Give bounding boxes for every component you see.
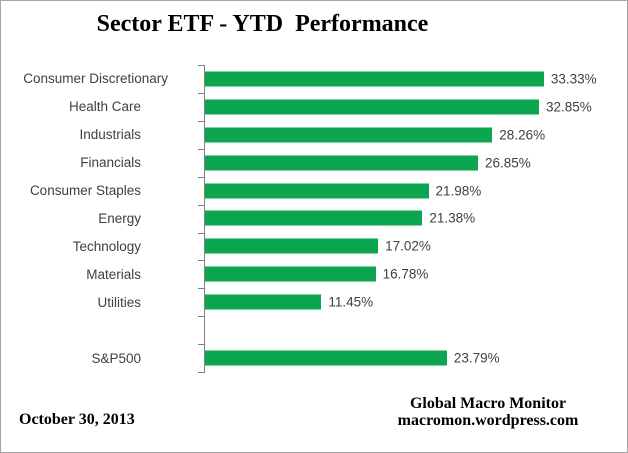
credit-line-1: Global Macro Monitor: [338, 395, 628, 412]
chart-title: Sector ETF - YTD Performance: [1, 11, 524, 38]
chart-row: Financials 26.85%: [1, 149, 628, 177]
axis-tick: [198, 149, 204, 150]
chart-row: S&P500 23.79%: [1, 344, 628, 372]
value-label: 16.78%: [383, 267, 429, 282]
value-label: 26.85%: [485, 155, 531, 170]
category-label: Industrials: [1, 127, 197, 142]
value-label: 23.79%: [454, 351, 500, 366]
axis-tick: [198, 288, 204, 289]
axis-tick: [198, 316, 204, 317]
axis-tick: [198, 177, 204, 178]
value-label: 32.85%: [546, 99, 592, 114]
chart-row: Materials 16.78%: [1, 260, 628, 288]
credit-line-2: macromon.wordpress.com: [338, 412, 628, 429]
bar: [205, 239, 378, 254]
footer-credit: Global Macro Monitor macromon.wordpress.…: [338, 395, 628, 429]
axis-tick: [198, 93, 204, 94]
axis-tick: [198, 65, 204, 66]
category-label: Technology: [1, 239, 197, 254]
footer-date: October 30, 2013: [19, 411, 135, 429]
axis-tick: [198, 372, 204, 373]
category-label: Consumer Staples: [1, 183, 197, 198]
chart-row: Consumer Staples 21.98%: [1, 177, 628, 205]
bar-rows-container: Consumer Discretionary 33.33% Health Care 3…: [1, 65, 628, 372]
category-label: Financials: [1, 155, 197, 170]
bar: [205, 295, 321, 310]
category-label: Utilities: [1, 295, 197, 310]
bar: [205, 127, 492, 142]
bar: [205, 155, 478, 170]
bar: [205, 211, 422, 226]
value-label: 11.45%: [328, 295, 373, 310]
chart-row: Industrials 28.26%: [1, 121, 628, 149]
chart-row: Technology 17.02%: [1, 232, 628, 260]
category-label: Materials: [1, 267, 197, 282]
axis-tick: [198, 260, 204, 261]
chart-row: Health Care 32.85%: [1, 93, 628, 121]
axis-tick: [198, 205, 204, 206]
value-label: 28.26%: [499, 127, 545, 142]
category-label: S&P500: [1, 351, 197, 366]
chart-canvas: Sector ETF - YTD Performance Consumer Di…: [0, 0, 628, 453]
chart-row: Utilities 11.45%: [1, 288, 628, 316]
bar: [205, 351, 447, 366]
bar: [205, 71, 544, 86]
axis-tick: [198, 344, 204, 345]
category-label: Health Care: [1, 99, 197, 114]
bar: [205, 183, 429, 198]
value-label: 33.33%: [551, 71, 597, 86]
category-axis-line: [204, 65, 205, 373]
bar: [205, 267, 376, 282]
category-label: Consumer Discretionary: [1, 71, 197, 86]
category-label: Energy: [1, 211, 197, 226]
axis-tick: [198, 121, 204, 122]
chart-row: [1, 316, 628, 344]
chart-row: Consumer Discretionary 33.33%: [1, 65, 628, 93]
value-label: 21.38%: [429, 211, 475, 226]
chart-row: Energy 21.38%: [1, 205, 628, 233]
axis-tick: [198, 233, 204, 234]
bar: [205, 99, 539, 114]
value-label: 21.98%: [436, 183, 482, 198]
value-label: 17.02%: [385, 239, 431, 254]
